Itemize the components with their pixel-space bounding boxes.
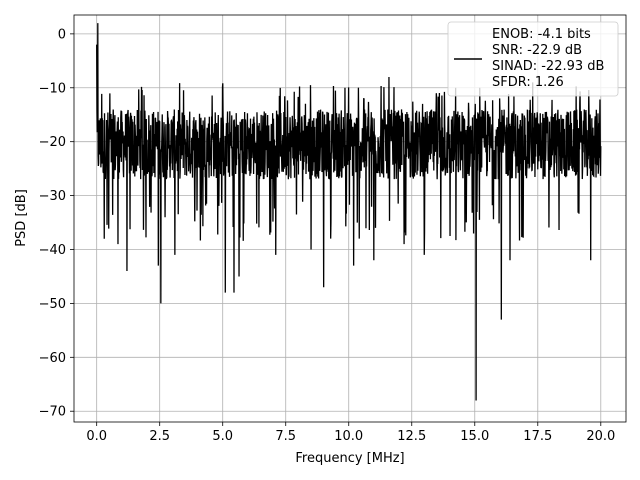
x-tick-label: 10.0 xyxy=(334,429,363,444)
x-tick-label: 15.0 xyxy=(460,429,489,444)
x-tick-label: 12.5 xyxy=(397,429,426,444)
axes-frame xyxy=(73,14,627,423)
y-tick-label: 0 xyxy=(58,27,66,42)
y-tick-label: −30 xyxy=(39,189,66,204)
x-tick-label: 5.0 xyxy=(212,429,233,444)
y-tick-label: −50 xyxy=(39,297,66,312)
x-axis-label: Frequency [MHz] xyxy=(295,451,404,466)
y-tick-label: −70 xyxy=(39,405,66,420)
legend: ENOB: -4.1 bits SNR: -22.9 dB SINAD: -22.9… xyxy=(447,21,619,97)
psd-series-line xyxy=(96,23,602,401)
x-tick-label: 2.5 xyxy=(149,429,170,444)
y-tick-label: −10 xyxy=(39,81,66,96)
x-tick-label: 7.5 xyxy=(275,429,296,444)
y-axis-label: PSD [dB] xyxy=(14,189,29,247)
y-tick-label: −60 xyxy=(39,351,66,366)
x-tick-label: 17.5 xyxy=(523,429,552,444)
ticks: 0.0 2.5 5.0 7.5 10.0 12.5 15.0 17.5 20.0 0 −10 −20 −… xyxy=(39,27,616,444)
x-tick-label: 20.0 xyxy=(586,429,615,444)
legend-box xyxy=(447,21,619,97)
y-tick-label: −20 xyxy=(39,135,66,150)
plot-area xyxy=(96,23,602,401)
x-tick-label: 0.0 xyxy=(86,429,107,444)
y-tick-label: −40 xyxy=(39,243,66,258)
legend-entry: ENOB: -4.1 bits SNR: -22.9 dB SINAD: -22.9… xyxy=(492,27,604,90)
